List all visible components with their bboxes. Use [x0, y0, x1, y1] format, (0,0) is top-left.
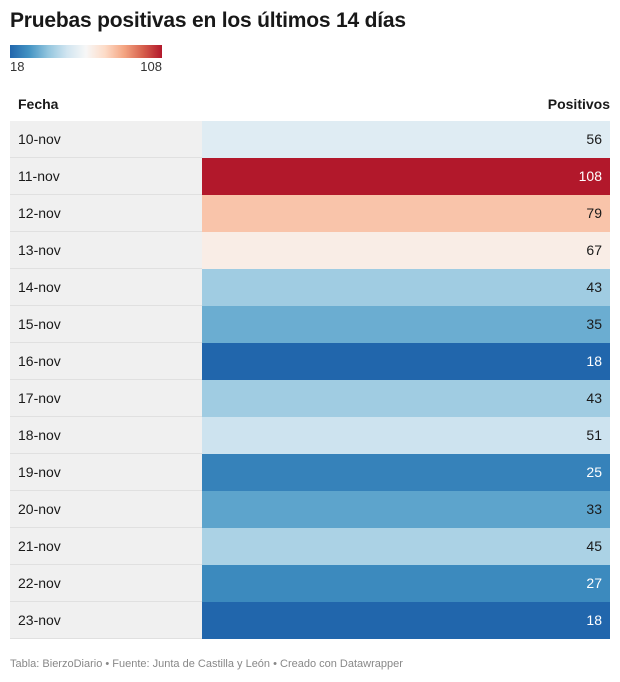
- table-body: 10-nov 56 11-nov 108 12-nov 79 13-nov 67 14-nov 4…: [10, 121, 610, 639]
- table-row: 18-nov 51: [10, 417, 610, 454]
- date-cell: 22-nov: [10, 565, 202, 602]
- positivos-cell: 35: [202, 306, 610, 343]
- date-cell: 14-nov: [10, 269, 202, 306]
- date-cell: 16-nov: [10, 343, 202, 380]
- positivos-cell: 79: [202, 195, 610, 232]
- column-header-fecha[interactable]: Fecha: [18, 96, 59, 112]
- table-row: 13-nov 67: [10, 232, 610, 269]
- positivos-cell: 43: [202, 269, 610, 306]
- table-row: 11-nov 108: [10, 158, 610, 195]
- positivos-cell: 25: [202, 454, 610, 491]
- date-cell: 15-nov: [10, 306, 202, 343]
- date-cell: 23-nov: [10, 602, 202, 639]
- legend-gradient-bar: [10, 45, 162, 58]
- positivos-cell: 67: [202, 232, 610, 269]
- positivos-cell: 56: [202, 121, 610, 158]
- date-cell: 21-nov: [10, 528, 202, 565]
- positivos-cell: 18: [202, 602, 610, 639]
- table-row: 19-nov 25: [10, 454, 610, 491]
- date-cell: 17-nov: [10, 380, 202, 417]
- date-cell: 19-nov: [10, 454, 202, 491]
- chart-title: Pruebas positivas en los últimos 14 días: [10, 9, 406, 32]
- color-legend: 18 108: [10, 45, 162, 74]
- table-row: 15-nov 35: [10, 306, 610, 343]
- positivos-cell: 18: [202, 343, 610, 380]
- table-row: 12-nov 79: [10, 195, 610, 232]
- positivos-cell: 51: [202, 417, 610, 454]
- positivos-cell: 43: [202, 380, 610, 417]
- positivos-cell: 27: [202, 565, 610, 602]
- table-header: Fecha Positivos: [10, 95, 610, 115]
- table-row: 21-nov 45: [10, 528, 610, 565]
- table-row: 16-nov 18: [10, 343, 610, 380]
- table-row: 10-nov 56: [10, 121, 610, 158]
- legend-max-label: 108: [140, 59, 162, 74]
- date-cell: 13-nov: [10, 232, 202, 269]
- date-cell: 11-nov: [10, 158, 202, 195]
- table-row: 22-nov 27: [10, 565, 610, 602]
- table-row: 23-nov 18: [10, 602, 610, 639]
- date-cell: 20-nov: [10, 491, 202, 528]
- positivos-cell: 108: [202, 158, 610, 195]
- table-row: 20-nov 33: [10, 491, 610, 528]
- table-row: 17-nov 43: [10, 380, 610, 417]
- legend-min-label: 18: [10, 59, 25, 74]
- date-cell: 12-nov: [10, 195, 202, 232]
- positivos-cell: 45: [202, 528, 610, 565]
- legend-labels: 18 108: [10, 58, 162, 74]
- date-cell: 18-nov: [10, 417, 202, 454]
- table-row: 14-nov 43: [10, 269, 610, 306]
- footer-credits: Tabla: BierzoDiario • Fuente: Junta de C…: [10, 658, 403, 670]
- column-header-positivos[interactable]: Positivos: [547, 96, 610, 112]
- positivos-cell: 33: [202, 491, 610, 528]
- date-cell: 10-nov: [10, 121, 202, 158]
